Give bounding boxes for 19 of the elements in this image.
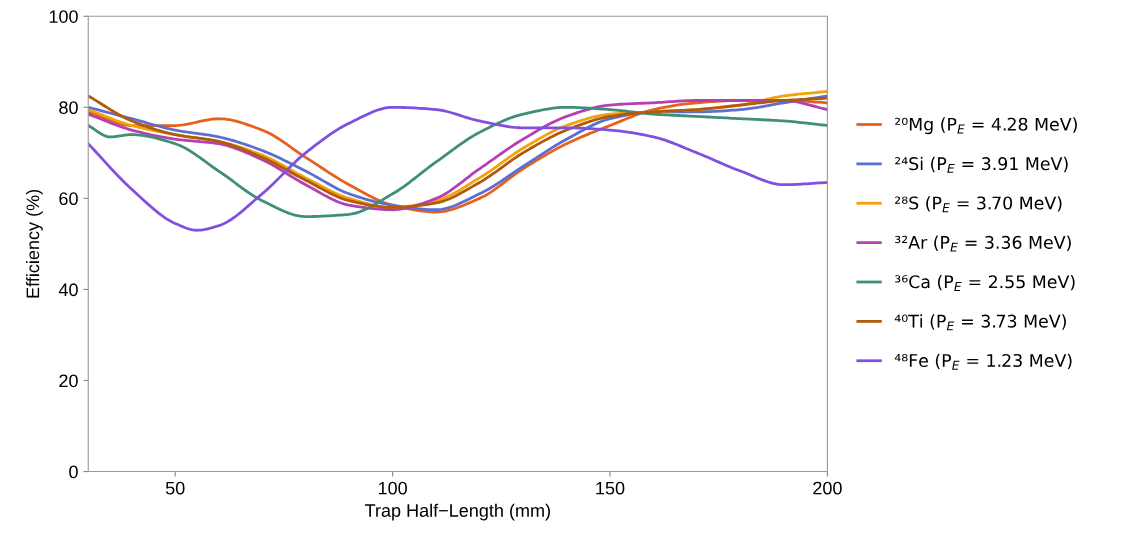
legend-label: ⁴⁸Fe (P$_{E}$ = 1.23 MeV) bbox=[894, 353, 1072, 370]
y-tick-label: 100 bbox=[49, 10, 78, 23]
y-tick-label: 20 bbox=[59, 374, 78, 388]
x-tick-label: 150 bbox=[596, 481, 625, 495]
y-tick-label: 60 bbox=[59, 192, 78, 206]
x-tick-label: 100 bbox=[378, 481, 407, 495]
legend-label: ⁴⁰Ti (P$_{E}$ = 3.73 MeV) bbox=[894, 314, 1066, 331]
y-tick-label: 80 bbox=[59, 101, 78, 115]
legend-label: ²⁴Si (P$_{E}$ = 3.91 MeV) bbox=[895, 156, 1068, 173]
legend-label: ²⁸S (P$_{E}$ = 3.70 MeV) bbox=[895, 196, 1062, 213]
legend-label: ³⁶Ca (P$_{E}$ = 2.55 MeV) bbox=[895, 274, 1075, 291]
legend-label: ³²Ar (P$_{E}$ = 3.36 MeV) bbox=[895, 235, 1071, 252]
x-axis-title: Trap Half−Length (mm) bbox=[365, 503, 550, 521]
x-tick-label: 50 bbox=[165, 481, 185, 495]
x-tick-label: 200 bbox=[813, 481, 842, 495]
y-tick-label: 0 bbox=[69, 465, 78, 479]
y-axis-title: Efficiency (%) bbox=[26, 190, 43, 298]
legend-label: ²⁰Mg (P$_{E}$ = 4.28 MeV) bbox=[895, 117, 1077, 135]
y-tick-label: 40 bbox=[58, 283, 78, 297]
